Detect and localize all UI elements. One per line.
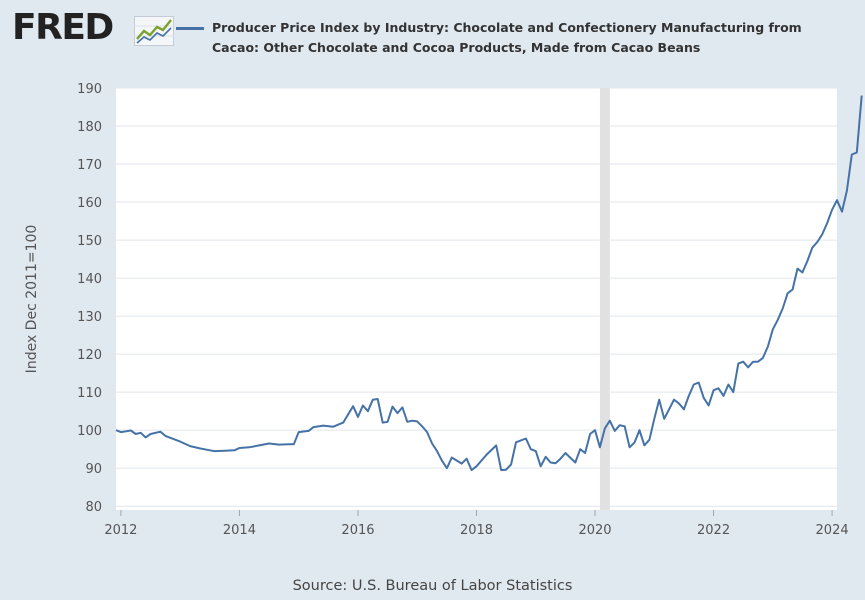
y-tick-label: 150 [77, 234, 102, 249]
y-tick-label: 90 [85, 462, 102, 477]
x-tick-label: 2022 [697, 523, 730, 538]
fred-logo-text: FRED [12, 7, 114, 48]
y-axis-label: Index Dec 2011=100 [24, 225, 40, 374]
y-tick-label: 130 [77, 310, 102, 325]
x-tick-label: 2018 [460, 523, 493, 538]
y-tick-label: 170 [77, 158, 102, 173]
y-tick-label: 190 [77, 82, 102, 97]
x-tick-label: 2012 [104, 523, 137, 538]
x-tick-label: 2020 [578, 523, 611, 538]
x-tick-label: 2014 [223, 523, 256, 538]
x-tick-label: 2024 [816, 523, 849, 538]
trend-chart-icon [134, 16, 174, 46]
legend-label: Producer Price Index by Industry: Chocol… [212, 20, 802, 55]
series-line[interactable] [115, 95, 863, 472]
recession-shading [599, 88, 610, 510]
y-axis-ticks: 80 90 100 110 120 130 140 150 160 170 180 190 [77, 82, 102, 515]
y-tick-label: 110 [77, 386, 102, 401]
legend-swatch [176, 27, 204, 30]
x-axis-ticks: 2012 2014 2016 2018 2020 2022 2024 [104, 510, 849, 538]
plot-area [116, 88, 837, 510]
y-tick-label: 160 [77, 196, 102, 211]
x-tick-label: 2016 [341, 523, 374, 538]
chart-header: FRED Producer Price Index by Industry: C… [0, 0, 865, 70]
gridlines [116, 87, 837, 507]
y-tick-label: 120 [77, 348, 102, 363]
source-note: Source: U.S. Bureau of Labor Statistics [292, 578, 573, 594]
y-tick-label: 180 [77, 120, 102, 135]
y-tick-label: 140 [77, 272, 102, 287]
y-tick-label: 100 [77, 424, 102, 439]
y-tick-label: 80 [85, 500, 102, 515]
